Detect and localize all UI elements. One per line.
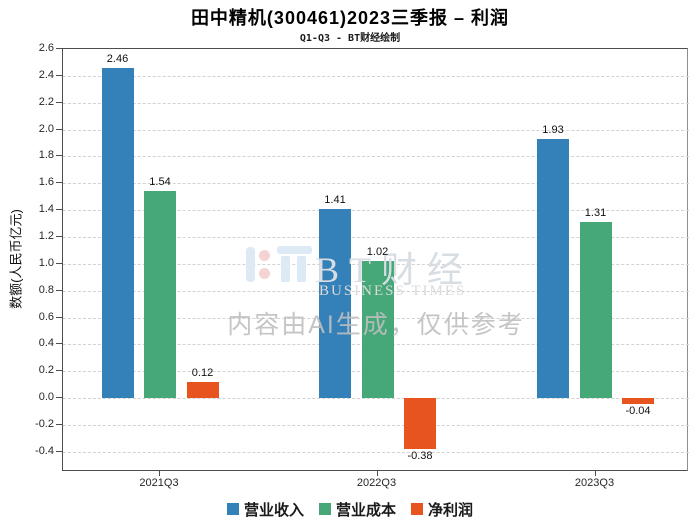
y-tick-label: 0.4 [38, 337, 54, 350]
x-tick-label: 2021Q3 [139, 477, 179, 489]
gridline [63, 451, 689, 453]
x-tick-label: 2023Q3 [574, 477, 615, 489]
bar-value-label: 1.02 [366, 246, 389, 259]
y-tick-label: 1.0 [38, 256, 54, 269]
y-tick-mark [56, 209, 62, 211]
bar-value-label: 1.93 [542, 123, 564, 136]
x-tick-label: 2022Q3 [356, 477, 397, 489]
bar-value-label: 2.46 [106, 52, 129, 65]
bar-value-label: 1.54 [149, 176, 171, 189]
legend-swatch-icon [226, 503, 239, 515]
gridline [63, 102, 689, 104]
plot-area: BT财经 BUSINESS TIMES 内容由AI生成，仅供参考 2.46 1.4… [62, 48, 689, 471]
gridline [63, 75, 689, 77]
gridline [63, 398, 689, 400]
gridline [63, 425, 689, 426]
bt-logo-t-icon [297, 256, 306, 282]
y-tick-mark [56, 397, 62, 399]
bt-logo-t-icon [281, 256, 290, 282]
x-tick-mark [159, 471, 160, 476]
y-tick-label: -0.4 [35, 444, 54, 457]
legend-label: 营业收入 [243, 501, 304, 519]
y-tick-mark [56, 74, 62, 76]
y-tick-mark [56, 155, 62, 157]
bar [404, 398, 436, 450]
gridline [63, 156, 689, 158]
bar-value-label: 1.41 [324, 193, 346, 206]
legend-label: 营业成本 [335, 501, 396, 519]
y-tick-label: 0.0 [38, 391, 54, 404]
legend-item: 营业成本 [318, 499, 396, 520]
y-tick-mark [56, 101, 62, 103]
y-tick-mark [56, 424, 62, 425]
legend-swatch-icon [411, 503, 423, 515]
y-tick-label: 1.2 [38, 230, 54, 242]
y-tick-label: 0.8 [38, 283, 54, 296]
chart-subtitle: Q1-Q3 - BT财经绘制 [299, 33, 401, 44]
y-tick-label: 2.6 [38, 42, 54, 54]
bar [622, 398, 654, 404]
y-tick-mark [56, 48, 62, 49]
y-tick-mark [56, 128, 62, 130]
bar [361, 261, 394, 399]
legend-label: 净利润 [428, 501, 474, 519]
bt-logo-dot-icon [259, 268, 270, 279]
bt-logo-dot-icon [259, 250, 270, 261]
y-tick-label: 2.4 [38, 68, 54, 81]
y-tick-label: 0.6 [38, 310, 54, 323]
gridline [63, 210, 689, 212]
y-tick-label: 2.0 [38, 122, 54, 135]
bt-logo-t-icon [277, 246, 312, 254]
bar [319, 208, 351, 399]
y-tick-mark [56, 289, 62, 291]
bar [186, 382, 219, 399]
legend: 营业收入 营业成本 净利润 [0, 497, 700, 521]
y-tick-label: 1.6 [38, 176, 54, 189]
y-tick-mark [56, 236, 62, 237]
bar [537, 138, 569, 399]
bar [579, 222, 612, 399]
gridline [63, 183, 689, 185]
y-tick-mark [56, 450, 62, 452]
y-tick-label: 1.8 [38, 149, 54, 162]
bar [144, 191, 176, 399]
legend-swatch-icon [318, 503, 331, 515]
bar [101, 67, 134, 399]
y-tick-label: 0.2 [38, 364, 54, 377]
legend-item: 净利润 [411, 499, 473, 520]
chart-title: 田中精机(300461)2023三季报 – 利润 [190, 8, 510, 28]
x-tick-mark [594, 471, 596, 476]
y-tick-label: -0.2 [35, 418, 54, 430]
gridline [63, 237, 689, 238]
bar-value-label: 1.31 [584, 207, 607, 220]
x-tick-mark [376, 471, 378, 476]
bar-value-label: -0.38 [407, 450, 433, 463]
y-tick-mark [56, 316, 62, 318]
bar-value-label: 0.12 [191, 367, 214, 380]
y-tick-mark [56, 370, 62, 372]
y-tick-mark [56, 182, 62, 184]
y-tick-label: 1.4 [38, 203, 54, 216]
gridline [63, 129, 689, 131]
y-tick-mark [56, 343, 62, 345]
bar-value-label: -0.04 [625, 404, 651, 417]
y-tick-mark [56, 262, 62, 264]
y-tick-label: 2.2 [38, 95, 54, 108]
legend-item: 营业收入 [226, 499, 304, 520]
